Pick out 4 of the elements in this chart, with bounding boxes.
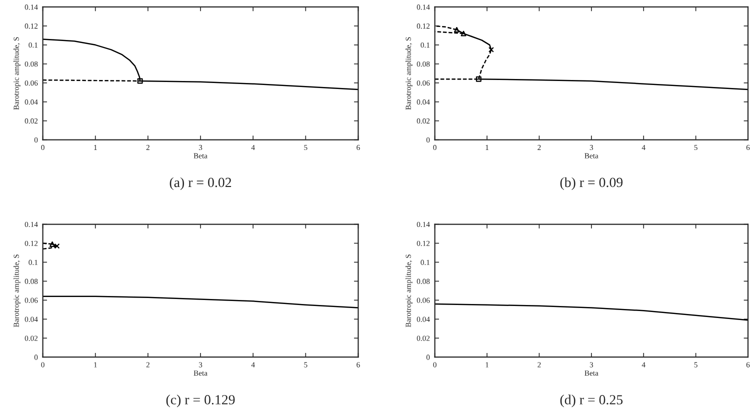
text: (d) r = 0.25 bbox=[560, 394, 623, 408]
text: (c) r = 0.129 bbox=[166, 394, 235, 408]
text: (b) r = 0.09 bbox=[560, 177, 623, 190]
text: (a) r = 0.02 bbox=[170, 177, 232, 190]
